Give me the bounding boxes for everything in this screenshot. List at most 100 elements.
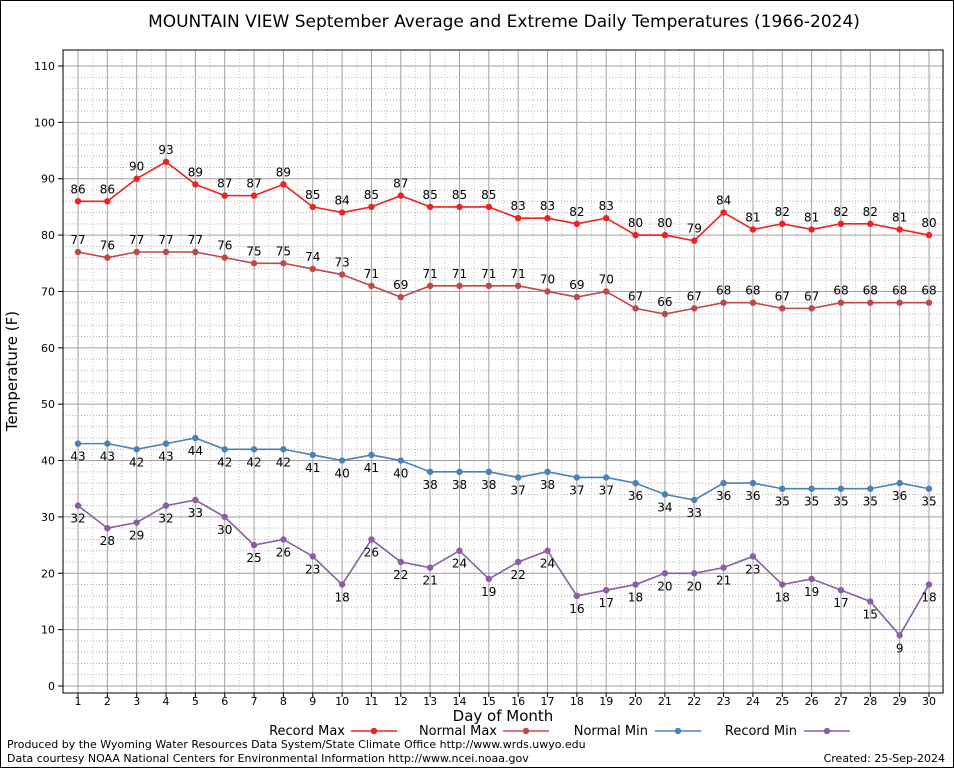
legend-marker — [674, 727, 682, 735]
normal-min-point — [544, 468, 551, 476]
legend-entry-normal-max: Normal Max — [419, 724, 549, 739]
record-max-point — [896, 226, 903, 233]
record-max-data-label: 80 — [657, 216, 672, 230]
y-tick-label: 20 — [41, 567, 55, 580]
record-min-data-label: 25 — [246, 551, 261, 565]
record-max-data-label: 81 — [892, 210, 907, 224]
normal-max-point — [691, 305, 698, 312]
legend-marker — [522, 727, 530, 735]
x-tick-label: 18 — [570, 695, 584, 708]
normal-min-data-label: 38 — [481, 478, 496, 492]
record-max-data-label: 86 — [100, 182, 115, 196]
normal-max-data-label: 75 — [276, 244, 291, 258]
record-min-point — [896, 632, 903, 639]
normal-min-point — [749, 479, 757, 487]
record-max-data-label: 80 — [628, 216, 643, 230]
record-min-data-label: 28 — [100, 534, 115, 548]
record-min-point — [808, 575, 815, 583]
normal-min-data-label: 38 — [452, 478, 467, 492]
created-date: Created: 25-Sep-2024 — [823, 752, 945, 765]
normal-max-data-label: 71 — [481, 267, 496, 281]
normal-max-data-label: 67 — [775, 289, 790, 303]
normal-min-data-label: 43 — [70, 450, 85, 464]
record-min-point — [397, 558, 404, 566]
normal-max-point — [661, 310, 669, 318]
y-axis-label: Temperature (F) — [3, 311, 21, 432]
record-min-data-label: 22 — [511, 568, 526, 582]
normal-min-data-label: 40 — [334, 467, 349, 481]
record-max-data-label: 84 — [716, 194, 731, 208]
normal-max-data-label: 69 — [393, 278, 408, 292]
normal-min-data-label: 34 — [657, 500, 672, 514]
record-min-point — [925, 581, 933, 588]
x-tick-label: 2 — [104, 695, 111, 708]
record-min-point — [426, 564, 434, 571]
normal-min-point — [720, 479, 727, 487]
x-tick-label: 3 — [133, 695, 140, 708]
record-max-data-label: 93 — [158, 143, 173, 157]
data-series: 86 86 90 93 89 87 87 89 85 84 85 87 85 85 85 83 83 82 83 80… — [70, 143, 936, 655]
record-max-data-label: 89 — [276, 165, 291, 179]
x-tick-label: 30 — [922, 695, 936, 708]
produced-by-note: Produced by the Wyoming Water Resources … — [7, 738, 586, 751]
normal-max-point — [603, 288, 610, 295]
x-tick-label: 15 — [482, 695, 496, 708]
normal-max-data-label: 77 — [129, 233, 144, 247]
x-tick-label: 13 — [423, 695, 437, 708]
y-tick-label: 10 — [41, 624, 55, 637]
record-max-point — [837, 220, 845, 228]
record-min-data-label: 26 — [276, 545, 291, 559]
record-min-data-label: 20 — [657, 579, 672, 593]
record-min-point — [779, 581, 786, 588]
record-min-data-label: 18 — [921, 591, 936, 605]
normal-min-point — [74, 440, 82, 447]
record-max-point — [514, 214, 522, 222]
x-axis-label: Day of Month — [453, 707, 554, 725]
normal-max-point — [573, 293, 581, 301]
normal-max-point — [632, 305, 639, 312]
normal-min-point — [368, 451, 375, 459]
normal-max-point — [867, 299, 874, 306]
normal-max-line — [77, 251, 929, 315]
normal-min-point — [779, 485, 786, 492]
record-max-point — [192, 181, 199, 188]
record-min-data-label: 19 — [481, 585, 496, 599]
normal-max-data-label: 70 — [599, 272, 614, 286]
record-max-point — [691, 237, 698, 244]
normal-max-data-label: 71 — [452, 267, 467, 281]
normal-min-data-label: 36 — [628, 489, 643, 503]
record-max-data-label: 90 — [129, 160, 144, 174]
x-tick-label: 7 — [251, 695, 258, 708]
normal-max-data-label: 67 — [687, 289, 702, 303]
normal-max-point — [338, 271, 346, 278]
record-min-data-label: 18 — [775, 591, 790, 605]
record-min-data-label: 22 — [393, 568, 408, 582]
normal-min-point — [661, 491, 669, 498]
normal-min-point — [426, 468, 434, 476]
record-max-data-label: 85 — [452, 188, 467, 202]
normal-min-data-label: 41 — [305, 461, 320, 475]
normal-max-point — [74, 248, 82, 256]
legend-label: Record Max — [269, 724, 345, 739]
record-min-point — [338, 581, 346, 588]
y-tick-label: 60 — [41, 342, 55, 355]
normal-max-data-label: 68 — [745, 284, 760, 298]
normal-min-point — [309, 451, 316, 459]
x-tick-label: 10 — [335, 695, 349, 708]
normal-min-point — [192, 434, 199, 442]
x-tick-label: 19 — [599, 695, 613, 708]
y-tick-label: 80 — [41, 229, 55, 242]
record-min-data-label: 9 — [896, 641, 904, 655]
record-min-point — [837, 586, 845, 594]
normal-max-point — [837, 299, 845, 306]
legend-marker — [823, 727, 831, 735]
normal-max-data-label: 76 — [217, 239, 232, 253]
normal-min-point — [514, 474, 522, 481]
y-tick-label: 30 — [41, 511, 55, 524]
normal-max-data-label: 68 — [833, 284, 848, 298]
record-max-point — [867, 220, 874, 228]
normal-max-point — [779, 305, 786, 312]
y-tick-label: 0 — [48, 680, 55, 693]
normal-max-point — [250, 260, 258, 267]
normal-min-data-label: 37 — [569, 483, 584, 497]
